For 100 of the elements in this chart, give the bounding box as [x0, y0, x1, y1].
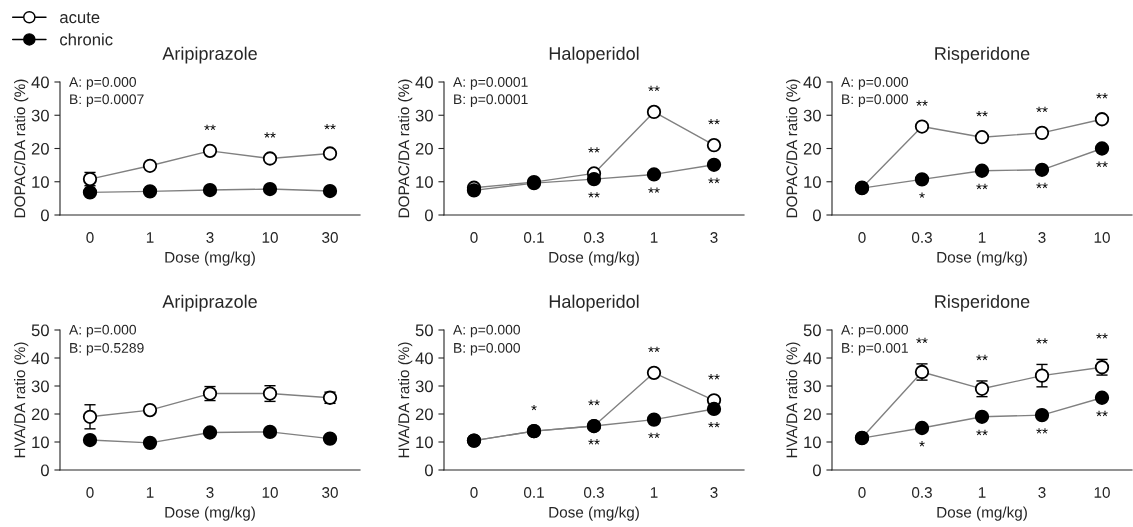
annotation: **	[648, 85, 660, 92]
y-tick-label: 10	[416, 176, 433, 188]
y-tick-label: 20	[31, 142, 49, 155]
legend-label: acute	[60, 12, 100, 24]
annotation: **	[1036, 338, 1048, 344]
x-tick-label: 10	[262, 232, 278, 243]
y-tick-label: 30	[31, 109, 49, 122]
y-tick-label: 20	[31, 408, 49, 421]
chart-title: Aripiprazole	[162, 294, 257, 312]
y-tick-label: 30	[803, 380, 821, 393]
annotation: **	[708, 118, 720, 125]
y-tick-label: 10	[32, 176, 49, 188]
annotation: **	[588, 147, 600, 153]
y-axis-title: HVA/DA ratio (%)	[398, 342, 413, 458]
x-axis-title: Dose (mg/kg)	[165, 506, 255, 521]
annotation: A: p=0.0001	[453, 77, 528, 90]
x-tick-label: 10	[262, 487, 278, 498]
x-tick-label: 0	[470, 232, 478, 243]
annotation: **	[708, 374, 720, 380]
x-tick-label: 30	[322, 232, 338, 243]
annotation: *	[919, 192, 925, 198]
x-axis-title: Dose (mg/kg)	[549, 506, 639, 521]
y-tick-label: 0	[40, 209, 49, 222]
y-tick-label: 40	[31, 76, 49, 89]
x-tick-label: 30	[322, 487, 338, 498]
annotation: **	[648, 432, 660, 439]
x-tick-label: 0.1	[523, 487, 544, 498]
annotation: **	[708, 177, 720, 184]
x-tick-label: 1	[978, 487, 986, 498]
x-tick-label: 10	[1094, 232, 1110, 243]
x-tick-label: 3	[1038, 232, 1046, 243]
x-tick-label: 0.1	[523, 232, 544, 243]
y-tick-label: 40	[415, 76, 433, 89]
annotation: B: p=0.001	[842, 342, 908, 356]
y-tick-label: 20	[415, 408, 433, 421]
chart-title: Risperidone	[935, 46, 1030, 64]
annotation: **	[916, 100, 928, 106]
annotation: B: p=0.000	[454, 342, 521, 356]
y-tick-label: 10	[804, 176, 821, 188]
x-tick-label: 1	[146, 487, 154, 498]
y-tick-label: 30	[803, 109, 821, 122]
annotation: A: p=0.000	[841, 77, 909, 90]
y-tick-label: 10	[32, 436, 49, 449]
annotation: B: p=0.5289	[70, 342, 144, 356]
annotation: **	[1096, 161, 1108, 167]
y-tick-label: 40	[31, 352, 49, 365]
y-tick-label: 50	[415, 324, 433, 337]
y-tick-label: 40	[415, 352, 433, 365]
y-tick-label: 20	[415, 142, 433, 155]
annotation: *	[919, 441, 925, 447]
chart-title: Aripiprazole	[162, 46, 257, 64]
x-tick-label: 0	[858, 232, 866, 243]
annotation: **	[976, 354, 988, 361]
annotation: **	[1036, 182, 1048, 189]
y-axis-title: HVA/DA ratio (%)	[786, 342, 801, 458]
x-tick-label: 0	[86, 487, 94, 498]
x-tick-label: 0.3	[583, 232, 604, 243]
chart-title: Haloperidol	[549, 46, 639, 64]
y-tick-label: 30	[415, 380, 433, 393]
x-tick-label: 3	[1038, 487, 1046, 498]
annotation: **	[588, 439, 600, 445]
x-tick-label: 1	[146, 232, 154, 243]
x-axis-title: Dose (mg/kg)	[937, 506, 1027, 521]
y-tick-label: 50	[31, 324, 49, 337]
y-tick-label: 40	[803, 352, 821, 365]
x-tick-label: 0	[470, 487, 478, 498]
y-tick-label: 0	[424, 464, 433, 477]
x-tick-label: 3	[710, 487, 718, 498]
annotation: **	[976, 183, 988, 190]
annotation: **	[324, 123, 336, 130]
annotation: *	[531, 404, 537, 411]
x-tick-label: 1	[650, 232, 658, 243]
annotation: B: p=0.0007	[70, 94, 144, 107]
x-tick-label: 3	[206, 487, 214, 498]
y-axis-title: DOPAC/DA ratio (%)	[14, 79, 29, 218]
y-tick-label: 20	[803, 142, 821, 155]
annotation: **	[976, 429, 988, 436]
x-axis-title: Dose (mg/kg)	[549, 251, 639, 266]
y-tick-label: 0	[40, 464, 49, 477]
y-tick-label: 50	[803, 324, 821, 337]
annotation: A: p=0.000	[841, 324, 909, 338]
annotation: **	[264, 132, 276, 138]
annotation: **	[588, 399, 600, 406]
annotation: **	[1036, 106, 1048, 113]
x-axis-title: Dose (mg/kg)	[937, 251, 1027, 266]
y-tick-label: 10	[804, 436, 821, 449]
x-tick-label: 3	[710, 232, 718, 243]
annotation: A: p=0.000	[69, 77, 137, 90]
y-tick-label: 0	[812, 464, 821, 477]
annotation: **	[1096, 93, 1108, 99]
annotation: B: p=0.000	[842, 94, 909, 107]
x-tick-label: 0.3	[583, 487, 604, 498]
x-axis-title: Dose (mg/kg)	[165, 251, 255, 266]
annotation: **	[1096, 333, 1108, 339]
x-tick-label: 0	[86, 232, 94, 243]
annotation: **	[648, 187, 660, 193]
annotation: **	[1096, 410, 1108, 417]
x-tick-label: 0.3	[911, 487, 932, 498]
y-tick-label: 0	[812, 209, 821, 222]
annotation: A: p=0.000	[69, 324, 137, 338]
